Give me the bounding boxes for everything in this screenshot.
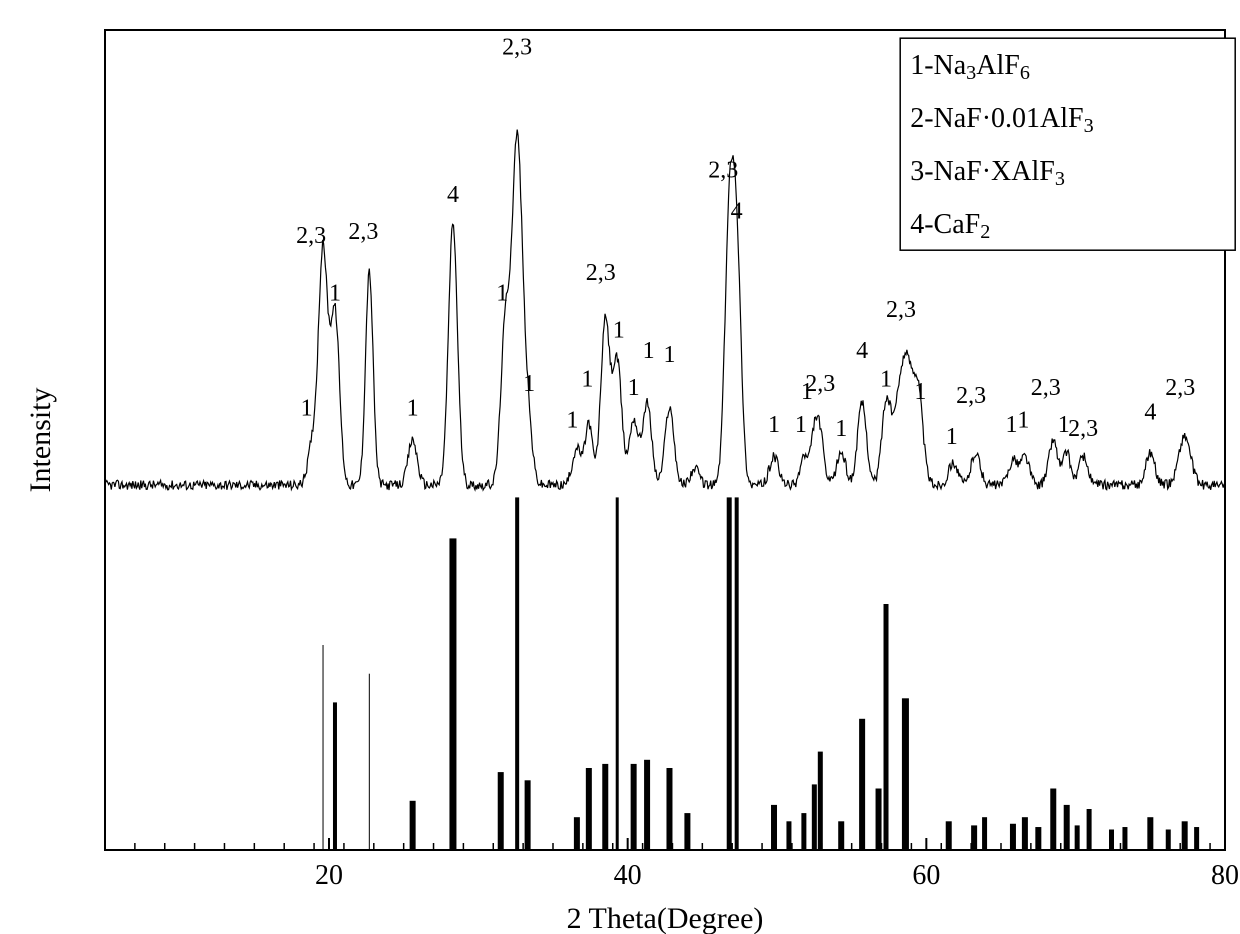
peak-label: 1 <box>946 424 958 450</box>
peak-label: 2,3 <box>348 219 378 245</box>
x-tick-label: 40 <box>614 860 642 891</box>
legend-item: 3-NaF·XAlF3 <box>910 156 1065 190</box>
peak-label: 4 <box>447 182 459 208</box>
peak-label: 4 <box>731 199 743 225</box>
peak-label: 2,3 <box>296 223 326 249</box>
xrd-chart: 204060802 Theta(Degree)Intensity12,312,3… <box>0 0 1240 934</box>
x-tick-label: 20 <box>315 860 343 891</box>
peak-label: 1 <box>628 375 640 401</box>
peak-label: 4 <box>856 338 868 364</box>
peak-label: 1 <box>880 367 892 393</box>
x-tick-label: 80 <box>1211 860 1239 891</box>
peak-label: 2,3 <box>805 371 835 397</box>
peak-label: 1 <box>663 342 675 368</box>
peak-label: 2,3 <box>1068 416 1098 442</box>
peak-label: 1 <box>835 416 847 442</box>
x-axis-label: 2 Theta(Degree) <box>567 902 764 934</box>
x-tick-label: 60 <box>912 860 940 891</box>
peak-label: 1 <box>795 412 807 438</box>
peak-label: 1 <box>1017 408 1029 434</box>
chart-svg: 204060802 Theta(Degree)Intensity12,312,3… <box>0 0 1240 934</box>
peak-label: 1 <box>329 281 341 307</box>
peak-label: 2,3 <box>1031 375 1061 401</box>
peak-label: 2,3 <box>1165 375 1195 401</box>
peak-label: 1 <box>496 281 508 307</box>
peak-label: 1 <box>301 395 313 421</box>
peak-label: 1 <box>566 408 578 434</box>
peak-label: 1 <box>643 338 655 364</box>
peak-label: 1 <box>581 367 593 393</box>
peak-label: 2,3 <box>586 260 616 286</box>
peak-label: 2,3 <box>886 297 916 323</box>
peak-label: 1 <box>613 318 625 344</box>
peak-label: 2,3 <box>708 158 738 184</box>
peak-label: 1 <box>523 371 535 397</box>
legend-item: 4-CaF2 <box>910 209 990 243</box>
peak-label: 2,3 <box>502 35 532 61</box>
peak-label: 1 <box>1005 412 1017 438</box>
legend-item: 2-NaF·0.01AlF3 <box>910 103 1094 137</box>
peak-label: 2,3 <box>956 383 986 409</box>
peak-label: 1 <box>914 379 926 405</box>
peak-label: 1 <box>768 412 780 438</box>
peak-label: 1 <box>407 395 419 421</box>
peak-label: 4 <box>1144 400 1156 426</box>
y-axis-label: Intensity <box>24 388 57 493</box>
